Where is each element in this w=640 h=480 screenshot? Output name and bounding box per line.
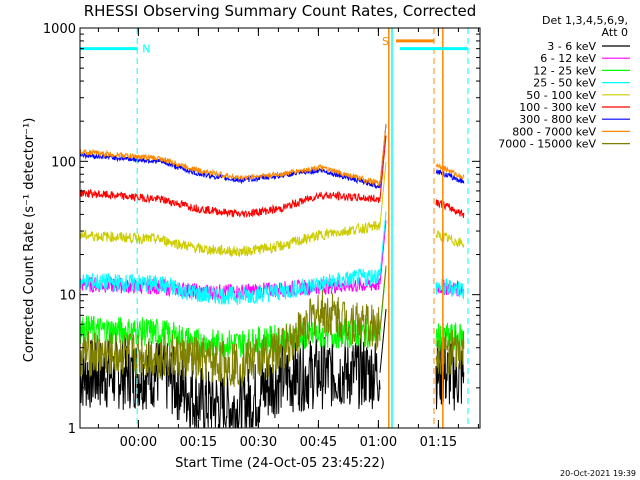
plot-frame <box>79 27 481 429</box>
x-tick-label-5: 01:15 <box>420 435 457 450</box>
legend-label-4: 50 - 100 keV <box>526 89 596 102</box>
saa-label: S <box>382 35 389 48</box>
y-tick-label-3: 1000 <box>43 22 76 37</box>
x-tick-label-0: 00:00 <box>120 435 157 450</box>
y-tick-label-0: 1 <box>68 422 76 437</box>
series-line-7-after-gap <box>435 162 465 180</box>
series-line-3-after-gap <box>435 278 465 300</box>
legend-header-line1: Det 1,3,4,5,6,9, <box>542 14 628 27</box>
series-line-7 <box>79 148 381 187</box>
series-spike-0 <box>379 309 387 373</box>
series-line-6-after-gap <box>435 169 465 184</box>
series-spike-7 <box>379 124 387 184</box>
legend-label-3: 25 - 50 keV <box>533 77 596 90</box>
legend-label-1: 6 - 12 keV <box>540 52 596 65</box>
legend-label-2: 12 - 25 keV <box>533 64 596 77</box>
series-line-3 <box>79 268 381 306</box>
legend-label-0: 3 - 6 keV <box>547 40 596 53</box>
series-line-0 <box>79 336 381 428</box>
x-tick-label-2: 00:30 <box>240 435 277 450</box>
series-spike-4 <box>379 161 387 226</box>
y-tick-label-1: 10 <box>59 289 76 304</box>
series-spike-5 <box>379 135 387 200</box>
series-line-5-after-gap <box>435 199 465 219</box>
y-tick-label-2: 100 <box>51 155 76 170</box>
series-line-4-after-gap <box>435 230 465 248</box>
x-tick-label-1: 00:15 <box>180 435 217 450</box>
legend-label-5: 100 - 300 keV <box>519 101 596 114</box>
series-spike-3 <box>379 211 387 276</box>
plot-area: NS <box>79 28 469 428</box>
legend-label-8: 7000 - 15000 keV <box>498 138 596 151</box>
legend-header-line2: Att 0 <box>602 26 628 39</box>
series-spike-8 <box>379 265 387 330</box>
y-axis-label: Corrected Count Rate (s⁻¹ detector⁻¹) <box>22 118 37 363</box>
series-line-5 <box>79 188 381 218</box>
x-tick-label-3: 00:45 <box>300 435 337 450</box>
legend-label-6: 300 - 800 keV <box>519 113 596 126</box>
x-axis-label: Start Time (24-Oct-05 23:45:22) <box>175 456 385 471</box>
series-line-8-after-gap <box>435 329 465 375</box>
x-tick-label-4: 01:00 <box>360 435 397 450</box>
axes: 00:00 00:15 00:30 00:45 01:00 01:15 1 10 100 1000 <box>43 22 481 450</box>
series-line-4 <box>79 220 381 258</box>
series-line-8 <box>79 289 381 388</box>
legend-label-7: 800 - 7000 keV <box>512 125 596 138</box>
footer-date: 20-Oct-2021 19:39 <box>560 469 636 478</box>
chart-title: RHESSI Observing Summary Count Rates, Co… <box>84 2 477 20</box>
series-line-6 <box>79 151 381 190</box>
night-label: N <box>142 43 150 56</box>
series-spike-1 <box>379 220 387 285</box>
